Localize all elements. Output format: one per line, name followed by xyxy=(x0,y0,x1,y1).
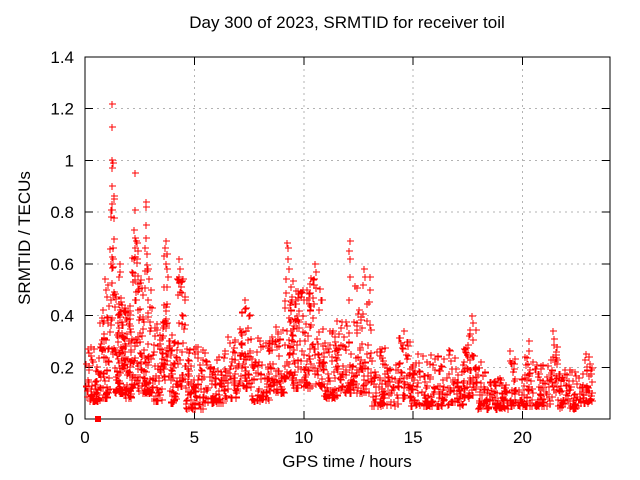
y-tick-label: 0.4 xyxy=(50,307,74,326)
y-tick-label: 0.6 xyxy=(50,255,74,274)
x-axis-label: GPS time / hours xyxy=(282,452,412,471)
y-tick-label: 0.8 xyxy=(50,203,74,222)
y-tick-label: 0 xyxy=(65,410,74,429)
x-tick-label: 0 xyxy=(80,428,89,447)
chart-title: Day 300 of 2023, SRMTID for receiver toi… xyxy=(189,13,505,32)
y-tick-label: 1 xyxy=(65,151,74,170)
scatter-square-marker xyxy=(95,416,102,422)
x-tick-label: 15 xyxy=(404,428,423,447)
y-tick-label: 1.2 xyxy=(50,100,74,119)
y-tick-label: 0.2 xyxy=(50,358,74,377)
scatter-plus-markers xyxy=(83,101,596,413)
x-tick-label: 10 xyxy=(294,428,313,447)
x-tick-label: 20 xyxy=(513,428,532,447)
x-tick-label: 5 xyxy=(190,428,199,447)
y-tick-label: 1.4 xyxy=(50,48,74,67)
